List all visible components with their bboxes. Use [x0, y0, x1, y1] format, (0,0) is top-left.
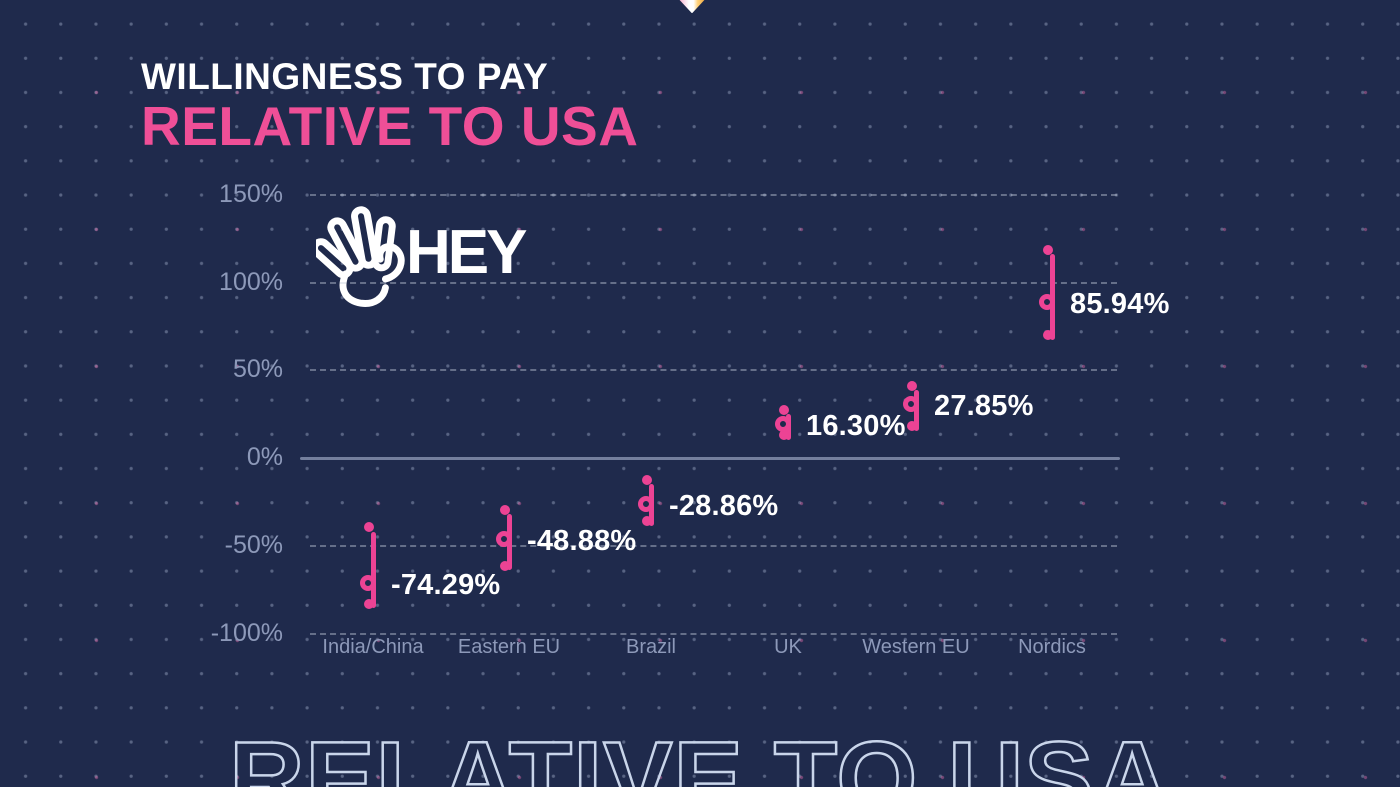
range-high-dot [499, 504, 510, 515]
range-high-dot [906, 380, 917, 391]
y-tick-label: 50% [232, 355, 283, 384]
value-ring [360, 575, 376, 592]
range-low-dot [363, 598, 374, 609]
category-label: India/China [322, 636, 424, 658]
gridline [310, 632, 1117, 635]
range-low-dot [778, 430, 789, 441]
range-line [370, 531, 376, 609]
range-high-dot [1042, 244, 1053, 255]
range-low-dot [906, 421, 917, 432]
y-tick-label: 0% [246, 443, 283, 471]
value-ring [638, 495, 654, 512]
value-ring [903, 396, 919, 413]
range-low-dot [1042, 330, 1053, 341]
title-line1: WILLINGNESS TO PAY [141, 56, 549, 97]
value-label: 85.94% [1070, 288, 1170, 321]
gridline [310, 281, 1117, 284]
y-tick-label: -100% [210, 618, 283, 647]
range-line [913, 390, 919, 431]
title-line2: RELATIVE TO USA [141, 94, 639, 157]
value-label: -74.29% [391, 569, 501, 602]
range-low-dot [499, 560, 510, 571]
y-tick-label: -50% [224, 530, 283, 559]
y-tick-label: 150% [219, 179, 283, 208]
hey-wordmark: HEY [406, 218, 527, 287]
range-low-dot [641, 516, 652, 527]
top-logo-icon [679, 0, 705, 13]
category-label: Brazil [625, 636, 676, 658]
category-label: Eastern EU [457, 636, 561, 658]
value-ring [775, 416, 791, 433]
range-high-dot [363, 522, 374, 533]
category-label: Nordics [1018, 636, 1086, 658]
value-label: 27.85% [934, 390, 1034, 423]
waving-hand-icon [316, 206, 405, 307]
chart-header: WILLINGNESS TO PAY RELATIVE TO USA [141, 56, 639, 157]
range-high-dot [641, 474, 652, 485]
watermark-text: RELATIVE TO USA [228, 720, 1171, 787]
category-label: UK [774, 636, 802, 658]
category-label: Western EU [862, 636, 970, 658]
gridline [310, 369, 1117, 372]
y-tick-label: 100% [219, 267, 283, 296]
hey-logo: HEY [316, 203, 527, 311]
value-ring [1039, 294, 1055, 311]
value-label: -28.86% [669, 489, 779, 522]
gridline [310, 193, 1117, 196]
value-label: -48.88% [527, 524, 637, 557]
range-high-dot [778, 404, 789, 415]
zero-axis-line [300, 457, 1120, 460]
gridline [310, 544, 1117, 547]
value-ring [496, 530, 512, 547]
value-label: 16.30% [806, 410, 906, 443]
